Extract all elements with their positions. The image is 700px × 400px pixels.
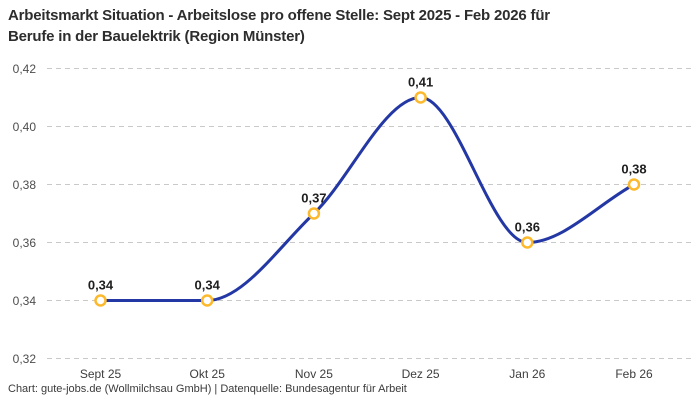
y-tick-label: 0,38 [13, 178, 37, 192]
data-point-marker[interactable] [307, 207, 321, 220]
chart-title-line2: Berufe in der Bauelektrik (Region Münste… [8, 28, 305, 45]
x-tick-label: Jan 26 [509, 367, 545, 381]
y-tick-label: 0,36 [13, 236, 37, 250]
data-point-marker[interactable] [414, 91, 427, 104]
data-point-marker[interactable] [627, 178, 641, 191]
chart-credit: Chart: gute-jobs.de (Wollmilchsau GmbH) … [8, 383, 407, 395]
x-tick-label: Sept 25 [80, 367, 122, 381]
data-point-label: 0,36 [515, 220, 540, 235]
x-tick-label: Feb 26 [615, 367, 653, 381]
x-tick-label: Okt 25 [190, 367, 226, 381]
y-tick-label: 0,34 [13, 294, 37, 308]
data-point-label: 0,38 [621, 162, 646, 177]
data-point-label: 0,34 [195, 278, 221, 293]
data-point-marker[interactable] [521, 236, 534, 249]
data-point-label: 0,41 [408, 75, 433, 90]
y-tick-label: 0,40 [13, 120, 37, 134]
chart-title-line1: Arbeitsmarkt Situation - Arbeitslose pro… [8, 7, 550, 24]
data-point-label: 0,37 [301, 191, 326, 206]
series-line [99, 95, 636, 302]
x-tick-label: Dez 25 [402, 367, 440, 381]
data-point-label: 0,34 [88, 278, 114, 293]
data-point-marker[interactable] [200, 294, 214, 307]
data-point-marker[interactable] [94, 294, 107, 307]
chart-title: Arbeitsmarkt Situation - Arbeitslose pro… [8, 5, 550, 47]
y-tick-label: 0,42 [13, 62, 37, 76]
y-tick-label: 0,32 [13, 352, 37, 366]
x-tick-label: Nov 25 [295, 367, 333, 381]
